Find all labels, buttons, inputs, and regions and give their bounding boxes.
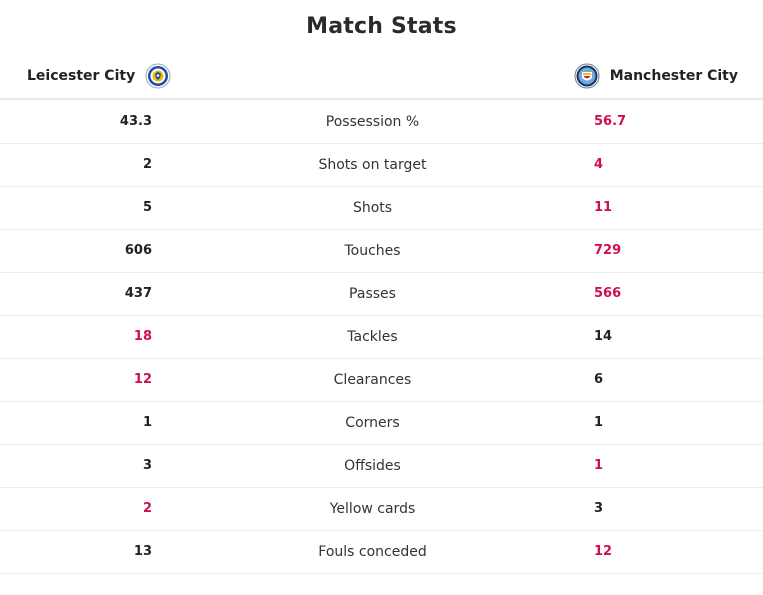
stat-row: 18 Tackles 14 [0,316,763,359]
home-stat-value: 437 [124,286,152,301]
manchester-city-crest-icon [574,63,600,89]
leicester-crest-icon [145,63,171,89]
stat-row: 12 Clearances 6 [0,359,763,402]
stat-label: Corners [345,415,400,431]
stat-label: Shots [352,200,393,216]
away-stat-value: 12 [594,544,613,559]
home-team[interactable]: Leicester City [27,62,171,90]
stat-label: Clearances [333,372,412,388]
home-stat-value: 3 [142,458,152,473]
away-stat-value: 1 [594,415,604,430]
stat-label: Possession % [325,114,420,130]
away-stat-value: 6 [594,372,604,387]
home-stat-value: 1 [142,415,152,430]
teams-header: Leicester City [0,58,763,100]
stat-row: 2 Yellow cards 3 [0,488,763,531]
away-stat-value: 566 [594,286,622,301]
stat-row: 5 Shots 11 [0,187,763,230]
stat-label: Yellow cards [329,501,416,517]
away-stat-value: 4 [594,157,604,172]
stat-label: Shots on target [318,157,427,173]
stat-label: Offsides [344,458,401,474]
stat-row: 606 Touches 729 [0,230,763,273]
home-stat-value: 606 [124,243,152,258]
away-stat-value: 14 [594,329,613,344]
away-stat-value: 729 [594,243,622,258]
home-stat-value: 12 [133,372,152,387]
stat-label: Tackles [347,329,398,345]
away-stat-value: 11 [594,200,613,215]
stat-row: 437 Passes 566 [0,273,763,316]
stat-label: Fouls conceded [318,544,427,560]
stat-label: Touches [344,243,401,259]
stat-row: 3 Offsides 1 [0,445,763,488]
stat-label: Passes [349,286,396,302]
home-stat-value: 43.3 [119,114,152,129]
stat-row: 2 Shots on target 4 [0,144,763,187]
home-stat-value: 2 [142,157,152,172]
away-stat-value: 56.7 [594,114,627,129]
page-title: Match Stats [306,14,457,39]
home-stat-value: 13 [133,544,152,559]
home-team-name: Leicester City [27,68,136,84]
home-stat-value: 5 [142,200,152,215]
away-team-name: Manchester City [609,68,738,84]
stat-row: 13 Fouls conceded 12 [0,531,763,574]
away-stat-value: 1 [594,458,604,473]
away-team[interactable]: Manchester City [574,62,738,90]
away-stat-value: 3 [594,501,604,516]
stat-row: 43.3 Possession % 56.7 [0,101,763,144]
stats-table: 43.3 Possession % 56.7 2 Shots on target 4 5 Sh… [0,101,763,574]
home-stat-value: 2 [142,501,152,516]
home-stat-value: 18 [133,329,152,344]
stat-row: 1 Corners 1 [0,402,763,445]
